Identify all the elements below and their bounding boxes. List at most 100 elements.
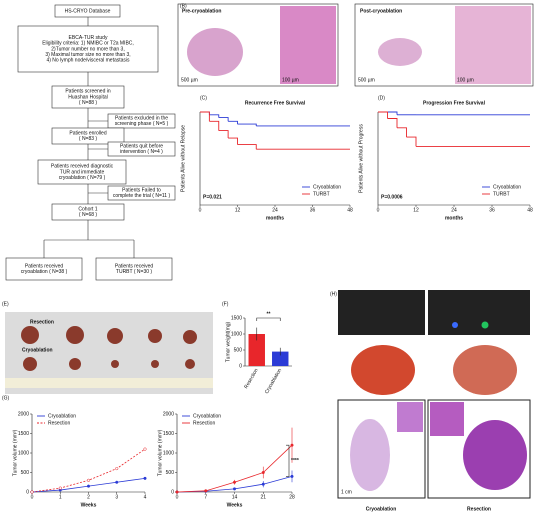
x-tick-label: 7	[204, 494, 207, 500]
flow-text: intervention ( N=4 )	[120, 149, 163, 155]
legend-label: TURBT	[493, 191, 510, 197]
y-tick-label: 1000	[231, 331, 242, 337]
legend-label: Resection	[48, 420, 70, 426]
flow-text: 3) Maximal tumor size no more than 3,	[45, 52, 130, 58]
marker	[232, 480, 237, 484]
lung-photo	[453, 345, 517, 395]
marker	[143, 476, 147, 480]
panel-label: (G)	[2, 395, 10, 401]
tumor	[185, 359, 195, 369]
flow-node	[107, 113, 176, 129]
legend-label: Cryoablation	[493, 184, 521, 190]
marker	[86, 478, 91, 482]
x-tick-label: 12	[413, 207, 419, 213]
marker	[290, 443, 294, 447]
flow-text: Patients quit before	[120, 144, 163, 150]
series-line	[176, 444, 293, 493]
marker	[115, 467, 119, 471]
flow-text: cryoablation ( N=79 )	[59, 175, 106, 181]
marker	[232, 487, 237, 491]
flow-node	[5, 257, 83, 281]
tumor	[66, 326, 84, 344]
marker	[175, 490, 179, 494]
flow-node	[37, 159, 127, 185]
x-tick-label: 2	[87, 494, 90, 500]
section-zoom	[397, 402, 423, 432]
legend-label: Cryoablation	[193, 413, 221, 419]
survival-step	[397, 127, 407, 138]
x-axis-label: months	[266, 215, 284, 221]
marker	[261, 482, 265, 486]
signal	[481, 321, 489, 329]
tumor	[107, 328, 123, 344]
panel-label: (D)	[378, 95, 385, 101]
significance: **	[267, 311, 271, 317]
bracket	[256, 317, 281, 321]
y-axis-label: Patients Alive without Relapse	[180, 125, 186, 192]
lung-section	[350, 419, 390, 491]
x-tick-label: 36	[310, 207, 316, 213]
x-tick-label: 36	[489, 207, 495, 213]
p-value: P=0.021	[203, 194, 222, 200]
image-title: Pre-cryoablation	[182, 8, 221, 14]
tissue-zoom	[455, 6, 531, 84]
x-tick-label: 28	[289, 494, 295, 500]
flow-text: ( N=68 )	[79, 212, 98, 218]
flow-node	[51, 127, 125, 145]
x-axis-label: Weeks	[81, 502, 97, 508]
x-tick-label: 12	[235, 207, 241, 213]
chart-title: Progression Free Survival	[423, 100, 486, 106]
y-axis-label: Tumor volume (mm³)	[12, 429, 18, 476]
marker	[115, 480, 119, 484]
bar	[248, 334, 265, 366]
x-tick-label: 4	[144, 494, 147, 500]
scale-bar: 100 µm	[282, 77, 299, 83]
flow-text: cryoablation ( N=38 )	[21, 269, 68, 275]
flow-text: Patients received	[25, 264, 64, 270]
x-tick-label: Resection	[243, 367, 259, 389]
ivis-image	[428, 290, 530, 335]
group-label: Resection	[467, 506, 491, 512]
marker	[86, 484, 91, 488]
lung-section	[463, 420, 527, 490]
x-tick-label: 1	[59, 494, 62, 500]
scale-bar: 1 cm	[341, 489, 352, 495]
y-axis-label: Patients Alive without Progress	[358, 124, 364, 193]
survival-step	[406, 136, 417, 147]
flow-text: Eligibility criteria: 1) NMIBC or T2a MI…	[42, 41, 134, 47]
section-zoom	[430, 402, 464, 436]
tissue	[378, 38, 422, 66]
flow-node	[107, 141, 176, 157]
row-label: Resection	[30, 319, 54, 325]
survival-step	[237, 144, 257, 150]
bracket	[286, 444, 290, 477]
tumor	[21, 326, 39, 344]
tissue	[187, 28, 243, 76]
flow-text: Huashan Hospital	[68, 94, 107, 100]
survival-step	[218, 130, 229, 139]
flow-text: Patients received	[115, 264, 154, 270]
tumor	[183, 330, 197, 344]
x-tick-label: 24	[272, 207, 278, 213]
survival-step	[209, 114, 220, 118]
ivis-image	[338, 290, 425, 335]
survival-step	[209, 120, 220, 131]
y-tick-label: 500	[166, 470, 175, 476]
y-tick-label: 500	[234, 347, 243, 353]
flow-text: complete the trial ( N=11 )	[113, 193, 171, 199]
x-tick-label: 0	[199, 207, 202, 213]
survival-step	[218, 117, 229, 122]
y-tick-label: 1500	[18, 431, 29, 437]
y-tick-label: 500	[21, 470, 30, 476]
x-tick-label: 14	[232, 494, 238, 500]
x-tick-label: 24	[451, 207, 457, 213]
flow-text: Patients excluded in the	[115, 116, 168, 122]
image-title: Post-cryoablation	[360, 8, 402, 14]
marker	[30, 490, 34, 494]
tumor	[151, 360, 159, 368]
flow-text: 2)Tumor number no more than 3,	[51, 46, 124, 52]
legend-label: Cryoablation	[48, 413, 76, 419]
flow-text: Patients received diagnostic	[51, 164, 114, 170]
survival-step	[228, 120, 238, 125]
